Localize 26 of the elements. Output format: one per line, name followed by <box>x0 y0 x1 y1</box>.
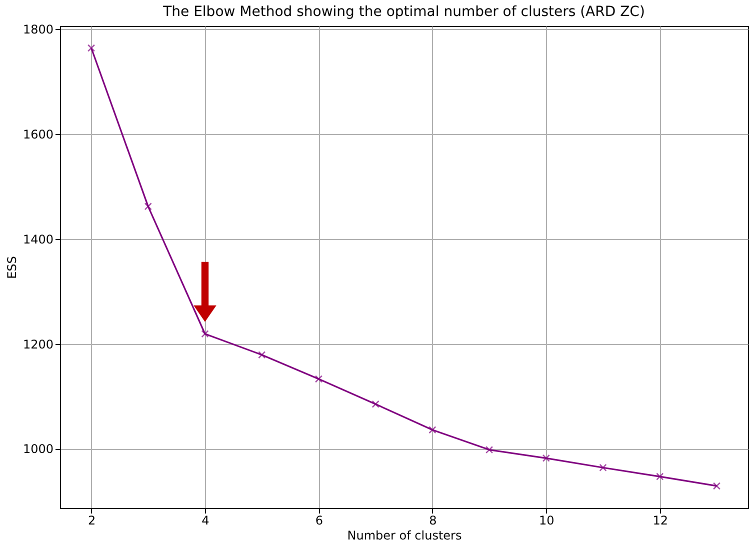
point <box>656 472 664 480</box>
point <box>712 482 721 490</box>
x-tick-label: 6 <box>315 514 324 528</box>
y-tick-label: 1600 <box>22 128 54 142</box>
point <box>87 44 96 52</box>
x-tick-label: 12 <box>652 514 668 528</box>
x-axis-title: Number of clusters <box>347 528 462 542</box>
y-axis-title: ESS <box>4 256 19 279</box>
y-tick-label: 1200 <box>22 337 54 352</box>
x-tick-label: 10 <box>539 514 554 528</box>
point <box>428 426 436 434</box>
y-tick-label: 1000 <box>22 442 54 456</box>
point <box>485 446 494 454</box>
y-tick-label: 1400 <box>22 232 54 246</box>
point <box>599 464 607 472</box>
point <box>542 454 550 462</box>
point <box>372 400 380 408</box>
x-tick-label: 2 <box>88 514 96 528</box>
point <box>258 351 266 359</box>
point <box>201 330 209 338</box>
point <box>144 202 152 210</box>
y-tick-label: 1800 <box>22 22 54 37</box>
x-tick-label: 8 <box>429 514 437 528</box>
chart-title: The Elbow Method showing the optimal number of clusters (ARD ZC) <box>162 4 645 20</box>
point <box>314 375 323 383</box>
x-tick-label: 4 <box>202 514 210 528</box>
